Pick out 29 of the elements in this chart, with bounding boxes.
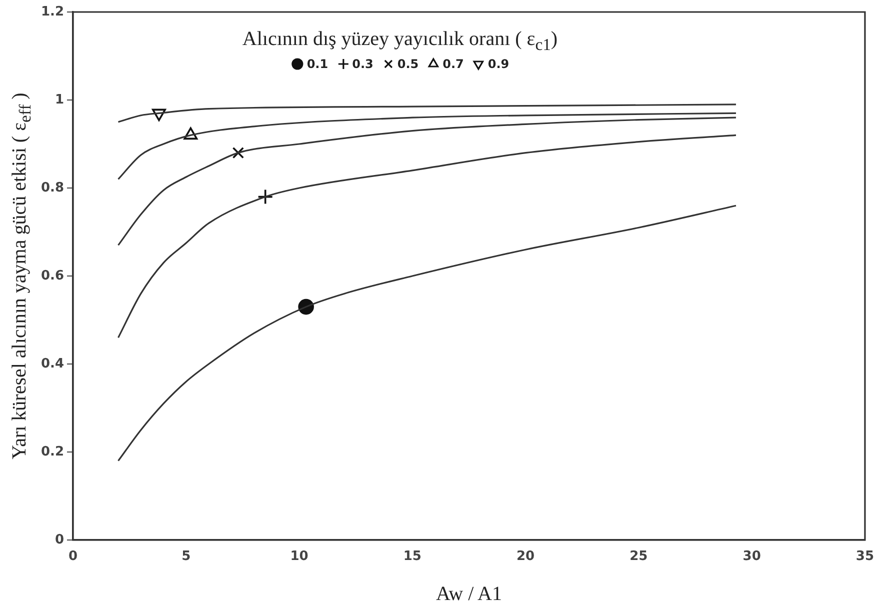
point (257, 188, 274, 205)
legend-title: Alıcının dış yüzey yayıcılık oranı ( ε$_{c1}$) (242, 28, 558, 55)
x-tick-label: 30 (742, 549, 761, 564)
y-tick-label: 0.6 (40, 268, 64, 284)
x-tick-label: 25 (630, 549, 648, 564)
line-series (117, 112, 737, 180)
x-tick-label: 0 (68, 549, 78, 564)
x-tick-label: 10 (290, 549, 308, 564)
x-tick-label: 20 (516, 549, 535, 564)
line-series (117, 204, 737, 462)
x-tick-label: 35 (856, 549, 874, 564)
line-series (117, 134, 737, 338)
y-tick-label: 0.8 (40, 180, 64, 196)
x-tick-label: 5 (182, 549, 191, 564)
y-tick-label: 0.2 (40, 444, 64, 460)
y-tick-label: 1.2 (40, 4, 64, 20)
legend-label: 0.7 (442, 57, 464, 71)
legend-label: 0.9 (488, 57, 510, 71)
y-tick-label: 1 (54, 92, 64, 108)
legend-label: 0.5 (397, 57, 419, 71)
legend-label: 0.3 (352, 57, 374, 71)
line-series (117, 116, 737, 246)
x-axis-title: Aw / A1 (436, 583, 502, 606)
y-tick-label: 0.4 (40, 356, 64, 372)
y-tick-label: 0 (54, 532, 64, 548)
legend-label: 0.1 (306, 57, 328, 71)
x-tick-label: 15 (403, 549, 422, 564)
point (232, 146, 244, 159)
line-series (117, 104, 737, 123)
